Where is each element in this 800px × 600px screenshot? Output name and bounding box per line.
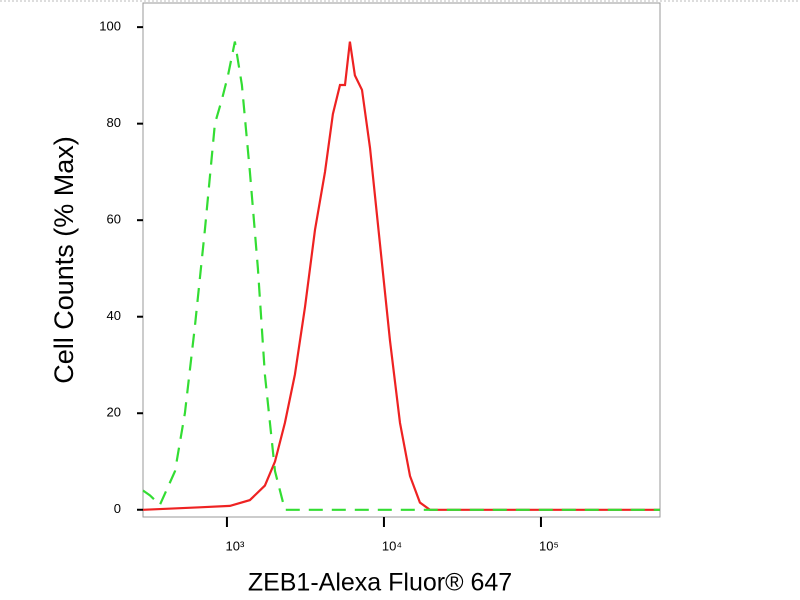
plot-frame: [142, 2, 661, 518]
y-tick-label: 0: [114, 501, 121, 516]
series-line: [142, 41, 660, 511]
x-tick-label: 10⁴: [382, 538, 402, 553]
x-tick-label: 10⁵: [539, 538, 559, 553]
y-tick-label: 80: [107, 115, 121, 130]
y-tick-label: 20: [107, 405, 121, 420]
y-tick-label: 40: [107, 308, 121, 323]
series-line: [142, 41, 660, 511]
y-tick-label: 60: [107, 212, 121, 227]
y-axis-label: Cell Counts (% Max): [49, 136, 79, 384]
x-axis-label: ZEB1-Alexa Fluor® 647: [248, 569, 512, 597]
y-tick-label: 100: [99, 19, 121, 34]
x-tick-label: 10³: [226, 538, 245, 553]
